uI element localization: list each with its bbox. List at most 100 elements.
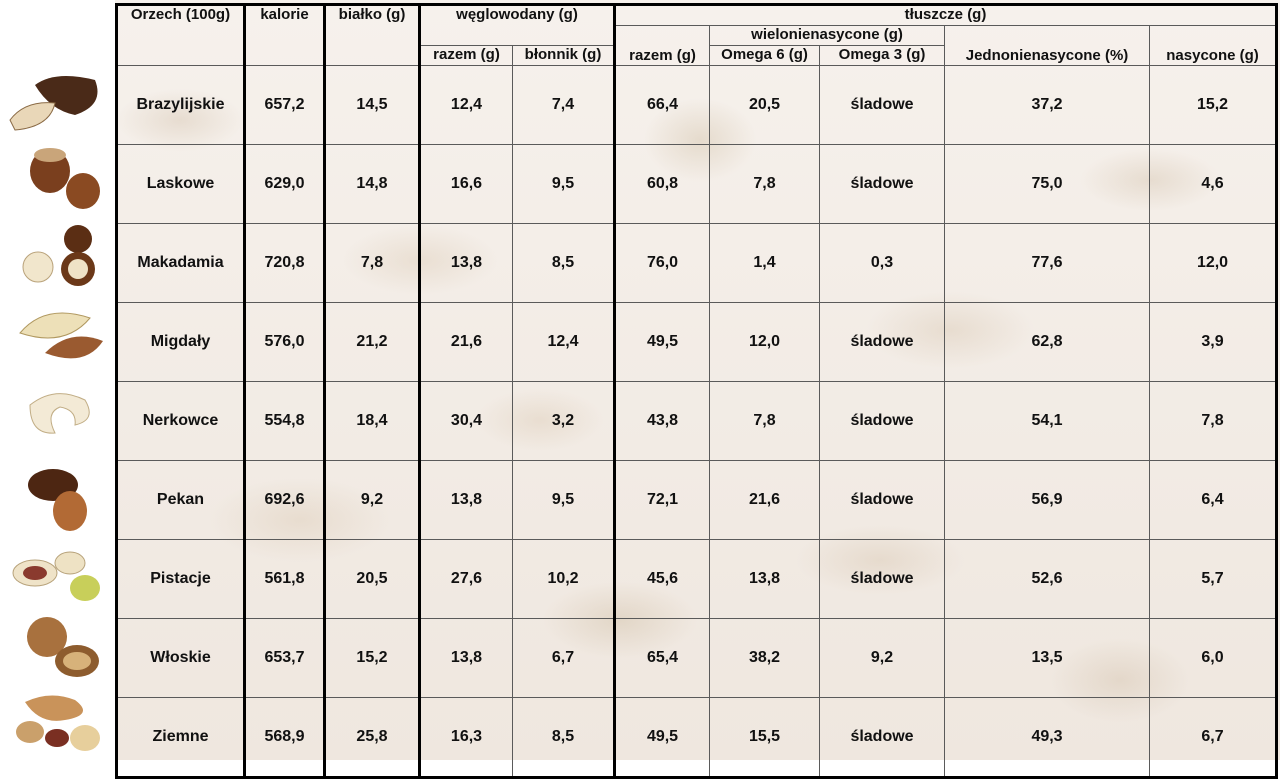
saturated-cell: 7,8: [1149, 381, 1278, 461]
header-fats-total: razem (g): [614, 25, 711, 66]
carbs-total-cell: 21,6: [419, 302, 513, 382]
header-omega6: Omega 6 (g): [709, 45, 821, 66]
monounsaturated-cell: 37,2: [944, 65, 1151, 145]
header-polyunsaturated: wielonienasycone (g): [709, 25, 946, 46]
monounsaturated-cell: 54,1: [944, 381, 1151, 461]
table-row: Makadamia 720,8 7,8 13,8 8,5 76,0 1,4 0,3 77,6 12…: [116, 223, 1278, 303]
calories-cell: 554,8: [244, 381, 326, 461]
walnut-icon: [27, 617, 99, 677]
fiber-cell: 8,5: [511, 697, 617, 778]
nut-name-cell: Laskowe: [116, 144, 246, 224]
fat-total-cell: 72,1: [614, 460, 711, 540]
protein-cell: 9,2: [324, 460, 421, 540]
saturated-cell: 4,6: [1149, 144, 1278, 224]
omega6-cell: 13,8: [709, 539, 821, 619]
header-fats: tłuszcze (g): [614, 4, 1278, 26]
calories-cell: 576,0: [244, 302, 326, 382]
omega3-cell: śladowe: [819, 697, 946, 778]
omega3-cell: śladowe: [819, 144, 946, 224]
protein-cell: 15,2: [324, 618, 421, 698]
protein-cell: 20,5: [324, 539, 421, 619]
omega3-cell: śladowe: [819, 460, 946, 540]
omega6-cell: 20,5: [709, 65, 821, 145]
peanut-icon: [16, 695, 100, 751]
nut-name-cell: Nerkowce: [116, 381, 246, 461]
monounsaturated-cell: 62,8: [944, 302, 1151, 382]
omega6-cell: 1,4: [709, 223, 821, 303]
saturated-cell: 15,2: [1149, 65, 1278, 145]
header-saturated: nasycone (g): [1149, 25, 1278, 66]
fat-total-cell: 65,4: [614, 618, 711, 698]
monounsaturated-cell: 75,0: [944, 144, 1151, 224]
fat-total-cell: 45,6: [614, 539, 711, 619]
table-row: Nerkowce 554,8 18,4 30,4 3,2 43,8 7,8 śladowe 54…: [116, 381, 1278, 461]
carbs-total-cell: 13,8: [419, 460, 513, 540]
protein-cell: 14,8: [324, 144, 421, 224]
fiber-cell: 7,4: [511, 65, 617, 145]
saturated-cell: 3,9: [1149, 302, 1278, 382]
nut-name-cell: Brazylijskie: [116, 65, 246, 145]
fat-total-cell: 43,8: [614, 381, 711, 461]
nut-name-cell: Makadamia: [116, 223, 246, 303]
fiber-cell: 3,2: [511, 381, 617, 461]
header-carbs-total: razem (g): [419, 45, 513, 66]
pecan-icon: [28, 469, 87, 531]
fat-total-cell: 60,8: [614, 144, 711, 224]
carbs-total-cell: 13,8: [419, 618, 513, 698]
table-row: Pistacje 561,8 20,5 27,6 10,2 45,6 13,8 śladowe…: [116, 539, 1278, 619]
header-monounsaturated: Jednonienasycone (%): [944, 25, 1151, 66]
nut-name-cell: Pekan: [116, 460, 246, 540]
header-nut: Orzech (100g): [116, 4, 246, 66]
calories-cell: 568,9: [244, 697, 326, 778]
calories-cell: 692,6: [244, 460, 326, 540]
nut-name-cell: Pistacje: [116, 539, 246, 619]
cashew-icon: [29, 393, 90, 434]
monounsaturated-cell: 49,3: [944, 697, 1151, 778]
fiber-cell: 9,5: [511, 460, 617, 540]
table-row: Laskowe 629,0 14,8 16,6 9,5 60,8 7,8 śladowe 75,…: [116, 144, 1278, 224]
omega3-cell: 9,2: [819, 618, 946, 698]
omega6-cell: 21,6: [709, 460, 821, 540]
carbs-total-cell: 13,8: [419, 223, 513, 303]
table-row: Migdały 576,0 21,2 21,6 12,4 49,5 12,0 śladowe 6…: [116, 302, 1278, 382]
omega3-cell: śladowe: [819, 302, 946, 382]
fiber-cell: 6,7: [511, 618, 617, 698]
table-row: Włoskie 653,7 15,2 13,8 6,7 65,4 38,2 9,2 13,5 6,…: [116, 618, 1278, 698]
saturated-cell: 6,7: [1149, 697, 1278, 778]
nut-name-cell: Włoskie: [116, 618, 246, 698]
protein-cell: 14,5: [324, 65, 421, 145]
hazelnut-icon: [30, 148, 100, 209]
calories-cell: 561,8: [244, 539, 326, 619]
fiber-cell: 10,2: [511, 539, 617, 619]
omega3-cell: śladowe: [819, 539, 946, 619]
macadamia-icon: [22, 225, 95, 286]
protein-cell: 7,8: [324, 223, 421, 303]
omega6-cell: 15,5: [709, 697, 821, 778]
table-row: Pekan 692,6 9,2 13,8 9,5 72,1 21,6 śladowe 56,9 6…: [116, 460, 1278, 540]
carbs-total-cell: 27,6: [419, 539, 513, 619]
carbs-total-cell: 16,3: [419, 697, 513, 778]
fat-total-cell: 76,0: [614, 223, 711, 303]
table-row: Ziemne 568,9 25,8 16,3 8,5 49,5 15,5 śladowe 49,…: [116, 697, 1278, 778]
calories-cell: 629,0: [244, 144, 326, 224]
header-carbs-fiber: błonnik (g): [511, 45, 617, 66]
nut-nutrition-table: Orzech (100g) kalorie białko (g) węglowo…: [115, 3, 1279, 779]
fiber-cell: 8,5: [511, 223, 617, 303]
calories-cell: 657,2: [244, 65, 326, 145]
saturated-cell: 5,7: [1149, 539, 1278, 619]
omega6-cell: 12,0: [709, 302, 821, 382]
header-protein: białko (g): [324, 4, 421, 66]
nut-name-cell: Migdały: [116, 302, 246, 382]
omega3-cell: śladowe: [819, 381, 946, 461]
carbs-total-cell: 16,6: [419, 144, 513, 224]
omega3-cell: 0,3: [819, 223, 946, 303]
monounsaturated-cell: 52,6: [944, 539, 1151, 619]
carbs-total-cell: 12,4: [419, 65, 513, 145]
header-calories: kalorie: [244, 4, 326, 66]
header-omega3: Omega 3 (g): [819, 45, 946, 66]
protein-cell: 21,2: [324, 302, 421, 382]
header-carbs: węglowodany (g): [418, 4, 617, 46]
carbs-total-cell: 30,4: [419, 381, 513, 461]
omega6-cell: 7,8: [709, 381, 821, 461]
omega6-cell: 7,8: [709, 144, 821, 224]
